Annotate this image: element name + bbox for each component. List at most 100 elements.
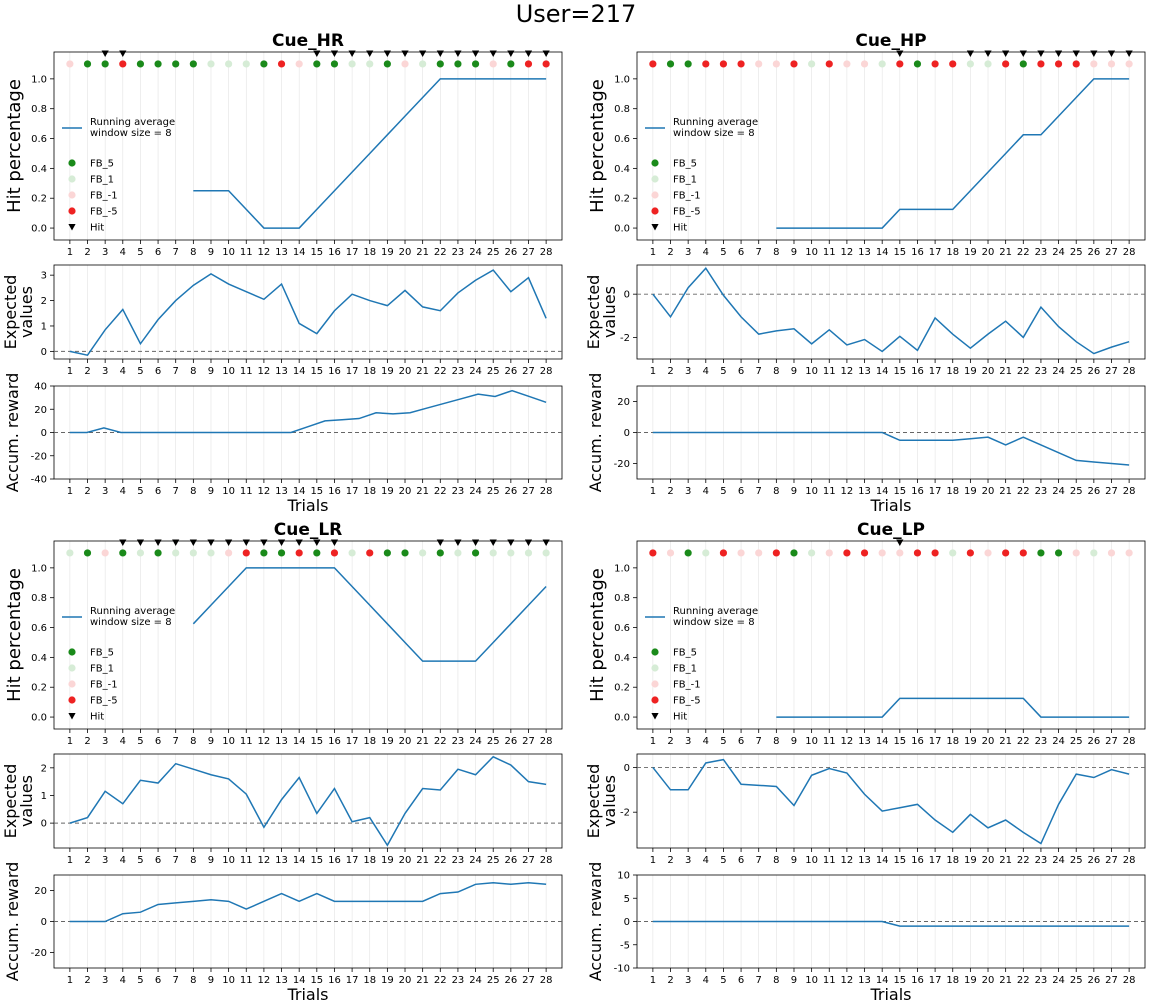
p0-hit-xtick-label: 26 — [504, 247, 517, 258]
hit-marker — [383, 50, 391, 57]
p3-hit-xtick-label: 6 — [738, 736, 744, 747]
p2-rw-xtick-label: 28 — [540, 975, 553, 986]
p3-ev-xtick-label: 28 — [1123, 855, 1136, 866]
p3-hit-frame — [636, 540, 1146, 730]
feedback-dot — [136, 549, 145, 557]
p2-ev-xtick-label: 18 — [363, 855, 376, 866]
p1-ev-xtick-label: 17 — [929, 366, 942, 377]
p0-rw-xtick-label: 20 — [399, 486, 412, 497]
p2-hit-xtick-label: 23 — [452, 736, 465, 747]
p3-hit-xtick-label: 12 — [841, 736, 854, 747]
p0-hit-xtick-label: 7 — [173, 247, 179, 258]
p3-hit-ytick-label: 0.6 — [614, 623, 630, 634]
legend-feedback-label: FB_1 — [90, 664, 114, 675]
p1-rw-xtick-label: 1 — [650, 486, 656, 497]
feedback-dot — [1037, 549, 1045, 557]
feedback-dot — [772, 549, 780, 557]
p3-rw-xtick-label: 20 — [982, 975, 995, 986]
p3-ev-xtick-label: 21 — [999, 855, 1012, 866]
feedback-dot — [1002, 60, 1010, 68]
feedback-dot — [207, 60, 215, 68]
p0-ev-xtick-label: 22 — [434, 366, 447, 377]
p1-hit-xtick-label: 7 — [756, 247, 762, 258]
p3-hit-xtick-label: 19 — [964, 736, 977, 747]
p0-hit-xtick-label: 5 — [137, 247, 143, 258]
legend-feedback-swatch — [68, 159, 76, 167]
p1-hit-frame — [636, 51, 1146, 241]
feedback-dot — [189, 549, 197, 557]
legend-feedback-label: FB_-1 — [90, 191, 118, 202]
p3-rw-xtick-label: 25 — [1070, 975, 1083, 986]
feedback-dot — [507, 549, 515, 557]
p3-ev-xtick-label: 14 — [876, 855, 889, 866]
p1-ev-xtick-label: 11 — [823, 366, 836, 377]
p1-ev-xtick-label: 19 — [964, 366, 977, 377]
p0-hit-xtick-label: 28 — [540, 247, 553, 258]
legend-hit-label: Hit — [90, 712, 104, 723]
p3-ev-xtick-label: 1 — [650, 855, 656, 866]
legend-line-label: Running average — [90, 117, 175, 128]
legend-feedback-swatch — [68, 648, 76, 656]
hit-marker — [189, 539, 197, 546]
p3-hit-xtick-label: 14 — [876, 736, 889, 747]
p1-hit-ytick-label: 0.0 — [614, 224, 630, 235]
feedback-dot — [808, 60, 816, 68]
p2-ev-xtick-label: 9 — [208, 855, 214, 866]
p3-ev-xtick-label: 22 — [1017, 855, 1030, 866]
hit-percentage-ylabel: Hit percentage — [587, 568, 608, 702]
p3-ev-xtick-label: 8 — [773, 855, 779, 866]
p1-ev-xtick-label: 1 — [650, 366, 656, 377]
p2-ev-xtick-label: 27 — [522, 855, 535, 866]
p3-ev-xtick-label: 3 — [685, 855, 691, 866]
p2-hit-xtick-label: 20 — [399, 736, 412, 747]
feedback-dot — [436, 549, 444, 557]
feedback-dot — [154, 549, 162, 557]
p0-ev-xtick-label: 6 — [155, 366, 161, 377]
p0-rw-xtick-label: 10 — [222, 486, 235, 497]
p2-ev-xtick-label: 26 — [504, 855, 517, 866]
p0-hit-xtick-label: 10 — [222, 247, 235, 258]
p3-hit-xtick-label: 13 — [858, 736, 871, 747]
feedback-dot — [366, 549, 374, 557]
p2-ev-xtick-label: 17 — [346, 855, 359, 866]
p1-ev-xtick-label: 4 — [703, 366, 709, 377]
legend-hit-label: Hit — [90, 223, 104, 234]
feedback-dot — [225, 549, 233, 557]
p2-rw-xtick-label: 21 — [416, 975, 429, 986]
feedback-dot — [1019, 60, 1027, 68]
hit-marker — [542, 50, 550, 57]
p1-hit-ytick-label: 1.0 — [614, 74, 630, 85]
hit-marker — [489, 539, 497, 546]
p2-ev-xtick-label: 22 — [434, 855, 447, 866]
feedback-dot — [401, 60, 409, 68]
p0-rw-xtick-label: 27 — [522, 486, 535, 497]
expected-values-ylabel-2: values — [600, 775, 619, 827]
p1-ev-xtick-label: 22 — [1017, 366, 1030, 377]
p3-hit-xtick-label: 3 — [685, 736, 691, 747]
trials-xlabel: Trials — [286, 985, 328, 1004]
p1-hit-xtick-label: 14 — [876, 247, 889, 258]
p2-hit-xtick-label: 9 — [208, 736, 214, 747]
p3-rw-ytick-label: -10 — [614, 964, 630, 975]
p0-rw-xtick-label: 7 — [173, 486, 179, 497]
legend-hit-swatch — [651, 224, 659, 231]
p0-hit-frame — [53, 51, 563, 241]
accum-reward-line — [69, 881, 547, 923]
p3-hit-xtick-label: 2 — [667, 736, 673, 747]
p1-ev-xtick-label: 2 — [667, 366, 673, 377]
p3-rw-ytick-label: 10 — [617, 871, 630, 882]
p0-hit-xtick-label: 13 — [275, 247, 288, 258]
p3-ev-axes: -201 2 3 4 5 6 7 8 9 10 11 12 13 14 15 16 17 18 19 20 21 22 23… — [620, 753, 1146, 866]
p1-ev-xtick-label: 7 — [756, 366, 762, 377]
p1-ev-ytick-label: -2 — [620, 333, 630, 344]
p0-rw-xtick-label: 17 — [346, 486, 359, 497]
p0-ev-ytick-label: 2 — [41, 296, 47, 307]
feedback-dot — [684, 549, 692, 557]
p0-rw-xtick-label: 6 — [155, 486, 161, 497]
p2-hit-xtick-label: 25 — [487, 736, 500, 747]
p1-ev-xtick-label: 26 — [1087, 366, 1100, 377]
p2-hit-ytick-label: 0.4 — [31, 653, 47, 664]
p3-hit-ytick-label: 0.8 — [614, 593, 630, 604]
